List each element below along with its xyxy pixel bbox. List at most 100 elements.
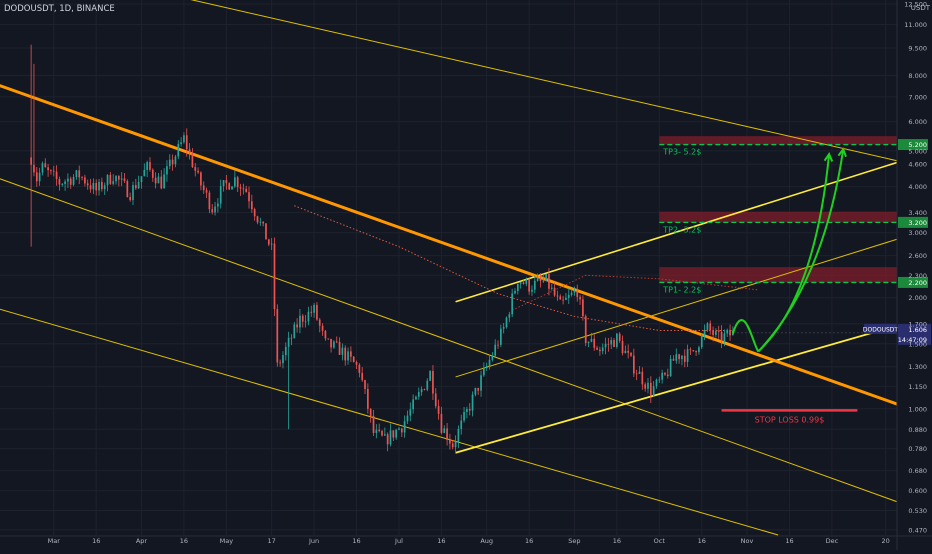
candle-body — [553, 287, 556, 296]
y-tick-label: 0.600 — [908, 487, 927, 495]
candle-body — [276, 309, 279, 363]
candle-body — [154, 177, 157, 184]
arrowhead — [823, 152, 834, 162]
candle-body — [573, 290, 576, 293]
y-tick-label: 2.600 — [908, 252, 927, 260]
candle-body — [296, 324, 298, 328]
candle-body — [398, 428, 400, 430]
candle-body — [491, 355, 494, 360]
candle-body — [75, 170, 78, 178]
symbol-header[interactable]: DODOUSDT, 1D, BINANCE — [4, 4, 115, 14]
candle-body — [627, 350, 630, 353]
y-tick-label: 0.470 — [908, 526, 927, 534]
y-tick-label: 0.530 — [908, 507, 927, 515]
candle-body — [123, 178, 126, 182]
candle-body — [604, 343, 607, 348]
candle-body — [437, 406, 440, 414]
candle-body — [103, 185, 106, 190]
candle-body — [98, 181, 100, 191]
candle-body — [375, 429, 378, 433]
target-zone — [659, 267, 897, 283]
candle-body — [562, 299, 564, 301]
x-tick-label: Apr — [136, 537, 148, 545]
candle-body — [134, 185, 137, 189]
candle-body — [214, 206, 216, 213]
candle-body — [607, 343, 610, 345]
candle-body — [256, 216, 259, 223]
candle-body — [525, 279, 528, 284]
target-price-badge-label: 3.200 — [908, 219, 927, 227]
candle-body — [112, 181, 115, 184]
candle-body — [565, 297, 567, 300]
candle-body — [712, 330, 714, 335]
candle-body — [109, 174, 112, 184]
candle-body — [485, 365, 488, 369]
candle-body — [624, 350, 627, 354]
candle-body — [35, 172, 38, 182]
candle-body — [533, 280, 536, 290]
candle-body — [361, 372, 364, 381]
candle-body — [231, 186, 233, 190]
candle-body — [505, 317, 508, 328]
candle-body — [590, 338, 593, 342]
candle-body — [678, 354, 680, 360]
y-tick-label: 2.000 — [908, 294, 927, 302]
candle-body — [406, 415, 409, 422]
candle-body — [259, 221, 262, 223]
y-tick-label: 1.300 — [908, 363, 927, 371]
candle-body — [81, 177, 83, 179]
candle-body — [511, 293, 514, 315]
candle-body — [163, 174, 165, 189]
candle-body — [143, 169, 146, 177]
candle-body — [400, 428, 403, 433]
y-tick-label: 2.300 — [908, 272, 927, 280]
last-price-badge — [898, 323, 931, 345]
candle-body — [689, 349, 692, 351]
downtrend-upper-line — [190, 0, 898, 162]
candle-body — [267, 239, 270, 245]
candle-body — [188, 149, 191, 153]
candle-body — [516, 283, 519, 291]
candle-body — [61, 184, 64, 185]
candle-body — [284, 346, 287, 356]
stop-loss-label: STOP LOSS 0.99$ — [755, 415, 825, 424]
candle-body — [307, 311, 310, 322]
candle-body — [228, 183, 231, 190]
candle-body — [695, 350, 697, 353]
x-tick-label: 16 — [525, 537, 533, 545]
candle-body — [522, 282, 525, 284]
y-tick-label: 12.500 — [904, 1, 927, 9]
downtrend-middle-line — [0, 178, 898, 503]
candle-body — [310, 311, 313, 313]
candle-body — [658, 379, 661, 381]
candle-body — [372, 415, 375, 433]
y-tick-label: 3.000 — [908, 229, 927, 237]
candle-body — [471, 394, 474, 411]
candle-body — [338, 341, 341, 355]
target-label: TP2- 3.2$ — [662, 225, 701, 234]
candle-body — [115, 176, 117, 182]
candle-body — [355, 362, 358, 365]
candle-body — [106, 174, 109, 186]
candle-body — [638, 371, 641, 374]
uptrend-lower-line — [455, 324, 898, 454]
candle-body — [423, 389, 426, 390]
candle-body — [180, 142, 182, 145]
candle-body — [211, 209, 214, 213]
candle-body — [219, 186, 222, 204]
candle-body — [44, 163, 47, 168]
candle-body — [635, 373, 638, 375]
candle-body — [55, 171, 58, 180]
candle-body — [321, 325, 324, 331]
candle-body — [675, 354, 678, 361]
candle-body — [434, 393, 437, 407]
y-tick-label: 4.000 — [908, 183, 927, 191]
candle-body — [33, 164, 35, 173]
candle-body — [335, 341, 338, 343]
candle-body — [290, 337, 293, 339]
y-tick-label: 11.000 — [904, 21, 927, 29]
x-tick-label: 20 — [882, 537, 890, 545]
candle-body — [536, 278, 539, 281]
candle-body — [177, 144, 180, 157]
